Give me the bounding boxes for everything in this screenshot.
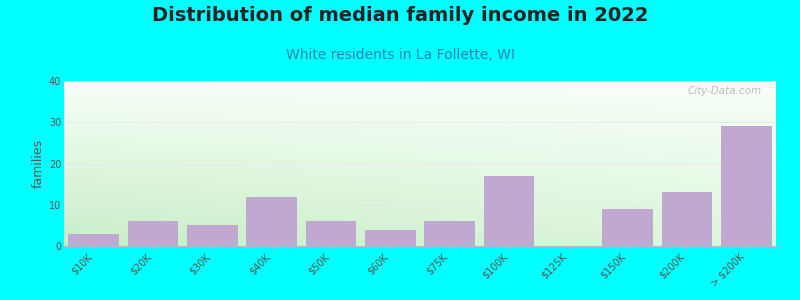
Bar xyxy=(306,221,356,246)
Y-axis label: families: families xyxy=(32,139,45,188)
Bar xyxy=(721,126,771,246)
Bar xyxy=(128,221,178,246)
Bar xyxy=(484,176,534,246)
Text: City-Data.com: City-Data.com xyxy=(688,86,762,96)
Bar xyxy=(246,196,297,246)
Bar xyxy=(187,225,238,246)
Bar xyxy=(69,234,119,246)
Bar xyxy=(365,230,415,246)
Text: White residents in La Follette, WI: White residents in La Follette, WI xyxy=(286,48,514,62)
Bar xyxy=(602,209,653,246)
Bar xyxy=(662,192,712,246)
Text: Distribution of median family income in 2022: Distribution of median family income in … xyxy=(152,6,648,25)
Bar xyxy=(425,221,475,246)
